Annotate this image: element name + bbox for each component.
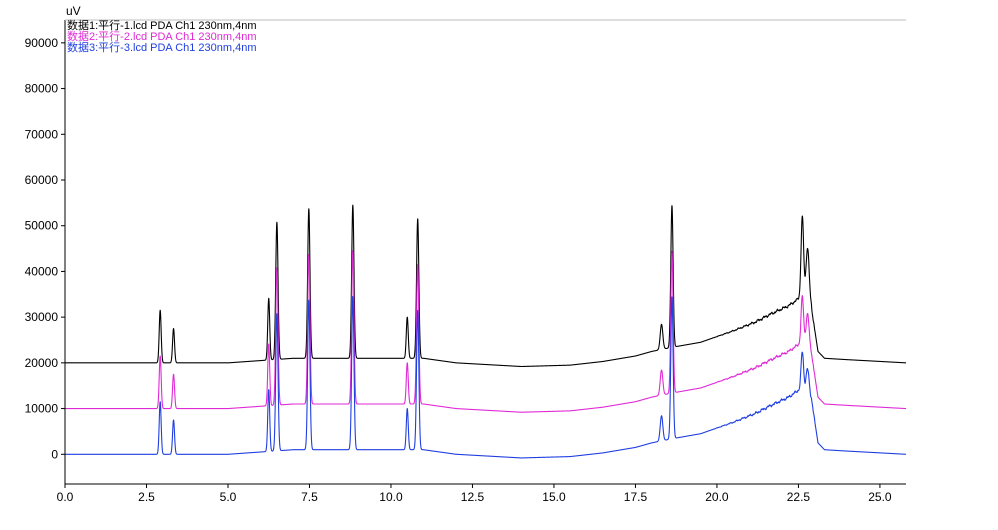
legend-entry-2: 数据2:平行-2.lcd PDA Ch1 230nm,4nm [67,29,257,43]
chromatogram-traces [64,204,907,459]
x-tick-label: 0.0 [57,490,74,504]
x-tick-label: 17.5 [624,490,648,504]
legend-entry-1: 数据1:平行-1.lcd PDA Ch1 230nm,4nm [67,18,257,32]
y-axis-ticks: 0 10000 20000 30000 40000 50000 60000 70000 8000… [25,36,65,461]
x-tick-label: 10.0 [379,490,403,504]
x-tick-label: 12.5 [461,490,485,504]
x-tick-label: 25.0 [868,490,892,504]
x-tick-label: 22.5 [787,490,811,504]
x-tick-label: 15.0 [542,490,566,504]
series-line-1 [64,204,907,368]
y-tick-label: 70000 [25,127,59,141]
x-tick-label: 20.0 [705,490,729,504]
x-tick-label: 2.5 [138,490,155,504]
y-tick-label: 40000 [25,264,59,278]
y-tick-label: 60000 [25,173,59,187]
y-tick-label: 10000 [25,402,59,416]
legend-entry-3: 数据3:平行-3.lcd PDA Ch1 230nm,4nm [67,40,257,54]
y-tick-label: 0 [51,447,58,461]
series-line-2 [64,250,907,413]
chart-axes [64,19,906,485]
y-axis-unit-label: uV [66,4,81,18]
x-axis-ticks: 0.0 2.5 5.0 7.5 10.0 12.5 15.0 17.5 20.0 22.5 25.0 [57,484,892,504]
y-tick-label: 80000 [25,82,59,96]
x-tick-label: 5.0 [220,490,237,504]
x-tick-label: 7.5 [301,490,318,504]
y-tick-label: 20000 [25,356,59,370]
y-tick-label: 30000 [25,310,59,324]
y-tick-label: 50000 [25,219,59,233]
chart-legend: 数据1:平行-1.lcd PDA Ch1 230nm,4nm 数据2:平行-2.… [67,18,257,54]
series-line-3 [64,296,907,459]
y-tick-label: 90000 [25,36,59,50]
